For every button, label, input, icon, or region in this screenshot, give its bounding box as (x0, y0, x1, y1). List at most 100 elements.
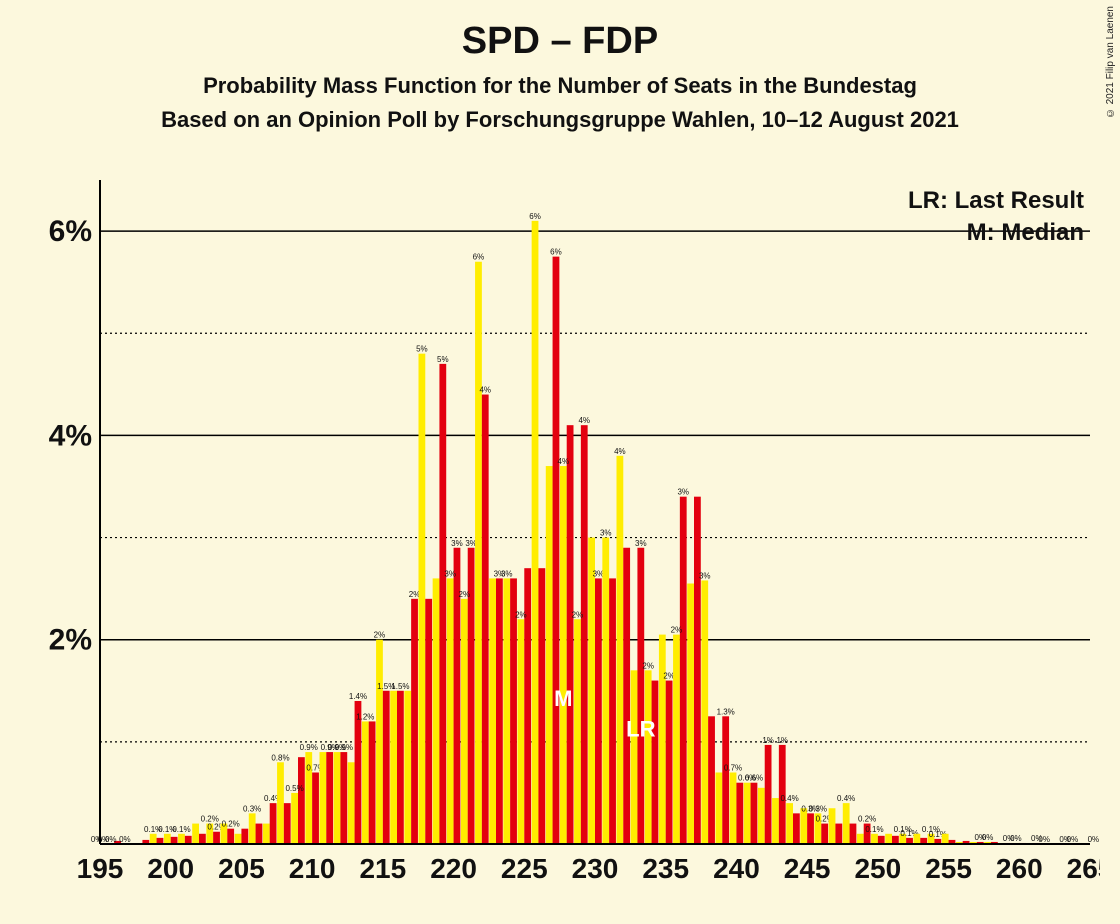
bar-value-label: 2% (572, 610, 584, 619)
bar-yellow (433, 578, 440, 844)
bar-yellow (503, 578, 510, 844)
bar-red (411, 599, 418, 844)
x-tick-label: 255 (925, 853, 972, 884)
bar-value-label: 5% (416, 345, 428, 354)
bar-red (793, 813, 800, 844)
bar-red (369, 721, 376, 844)
y-tick-label: 2% (49, 624, 92, 657)
bar-red (637, 548, 644, 844)
bar-red (751, 783, 758, 844)
bar-value-label: 0.6% (745, 774, 763, 783)
last-result-marker: LR (626, 717, 655, 742)
bar-value-label: 0.3% (243, 804, 261, 813)
bar-red (878, 836, 885, 844)
bar-red (355, 701, 362, 844)
bar-value-label: 2% (671, 626, 683, 635)
bar-yellow (857, 834, 864, 844)
bar-value-label: 0.2% (222, 820, 240, 829)
bar-red (284, 803, 291, 844)
median-marker: M (554, 686, 572, 711)
bar-value-label: 0.9% (300, 743, 318, 752)
bar-value-label: 3% (501, 569, 513, 578)
bar-value-label: 1.3% (717, 707, 735, 716)
bar-yellow (871, 834, 878, 844)
bar-red (538, 568, 545, 844)
y-tick-label: 4% (49, 419, 92, 452)
bar-value-label: 0% (1067, 835, 1079, 844)
bar-yellow (376, 640, 383, 844)
bar-red (270, 803, 277, 844)
bar-value-label: 3% (635, 539, 647, 548)
legend-m: M: Median (967, 219, 1084, 246)
bar-yellow (659, 635, 666, 844)
copyright-text: © 2021 Filip van Laenen (1105, 6, 1116, 118)
x-tick-label: 245 (784, 853, 831, 884)
bar-value-label: 5% (437, 355, 449, 364)
bar-red (256, 824, 263, 844)
bar-red (652, 681, 659, 844)
bar-yellow (404, 691, 411, 844)
bar-red (666, 681, 673, 844)
bar-yellow (560, 466, 567, 844)
bar-yellow (730, 772, 737, 844)
bar-value-label: 0.3% (809, 804, 827, 813)
x-tick-label: 195 (77, 853, 124, 884)
y-tick-label: 6% (49, 215, 92, 248)
bar-red (595, 578, 602, 844)
x-tick-label: 250 (854, 853, 901, 884)
bar-red (241, 829, 248, 844)
bar-value-label: 0.7% (724, 763, 742, 772)
bar-yellow (461, 599, 468, 844)
bar-yellow (532, 221, 539, 844)
bar-red (581, 425, 588, 844)
bar-red (496, 578, 503, 844)
bar-red (892, 836, 899, 844)
bar-yellow (164, 834, 171, 844)
bar-value-label: 2% (515, 610, 527, 619)
bar-red (680, 497, 687, 844)
bar-yellow (631, 670, 638, 844)
bar-value-label: 1.5% (391, 682, 409, 691)
bar-yellow (319, 752, 326, 844)
bar-value-label: 3% (600, 529, 612, 538)
bar-yellow (602, 538, 609, 844)
bar-yellow (178, 834, 185, 844)
bar-value-label: 0% (105, 835, 117, 844)
bar-yellow (687, 584, 694, 844)
bar-value-label: 0.1% (172, 825, 190, 834)
bar-red (835, 824, 842, 844)
bar-yellow (829, 808, 836, 844)
x-tick-label: 200 (147, 853, 194, 884)
bar-value-label: 1.4% (349, 692, 367, 701)
bar-yellow (447, 578, 454, 844)
x-tick-label: 230 (572, 853, 619, 884)
x-tick-label: 225 (501, 853, 548, 884)
bar-value-label: 3% (444, 569, 456, 578)
bar-yellow (843, 803, 850, 844)
bar-value-label: 0.4% (837, 794, 855, 803)
bar-red (298, 757, 305, 844)
bar-red (722, 716, 729, 844)
bar-value-label: 0.2% (858, 815, 876, 824)
bar-yellow (772, 798, 779, 844)
chart-title: SPD – FDP (0, 20, 1120, 63)
bar-yellow (235, 834, 242, 844)
bar-yellow (701, 580, 708, 844)
bar-yellow (263, 824, 270, 844)
bar-yellow (885, 834, 892, 844)
bar-red (213, 832, 220, 844)
x-tick-label: 235 (642, 853, 689, 884)
bar-red (171, 837, 178, 844)
bar-yellow (942, 834, 949, 844)
bar-value-label: 3% (699, 571, 711, 580)
bar-yellow (758, 788, 765, 844)
chart-container: 2%4%6%0%0%0%0%0.1%0.1%0.1%0.2%0.2%0.2%0.… (40, 170, 1100, 894)
bar-value-label: 4% (578, 416, 590, 425)
bar-red (383, 691, 390, 844)
bar-yellow (715, 772, 722, 844)
x-tick-label: 215 (359, 853, 406, 884)
bar-red (482, 395, 489, 844)
title-block: SPD – FDP Probability Mass Function for … (0, 0, 1120, 133)
bar-value-label: 3% (677, 488, 689, 497)
bar-yellow (192, 824, 199, 844)
